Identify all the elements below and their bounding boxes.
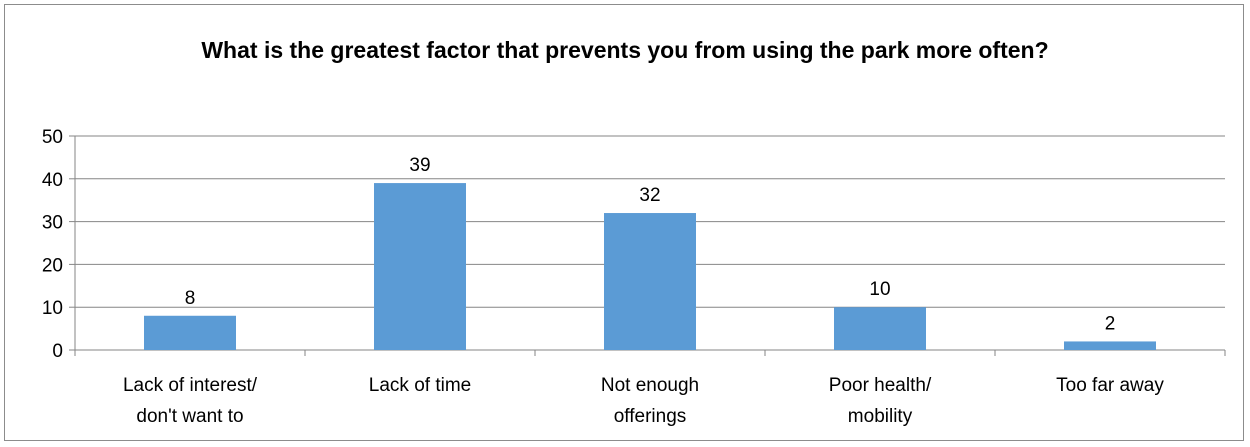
y-tick-label: 40 [42,170,63,191]
x-tick-label: Lack of interest/ [123,375,258,396]
y-tick-label: 30 [42,213,63,234]
x-tick-label: don't want to [136,406,243,427]
chart-title: What is the greatest factor that prevent… [201,37,1049,63]
x-tick-label: Poor health/ [829,375,932,396]
data-label: 8 [185,288,196,309]
y-tick-label: 10 [42,298,63,319]
data-label: 32 [639,185,660,206]
data-label: 10 [869,279,890,300]
bar [834,307,926,350]
bar [604,213,696,350]
x-tick-label: Lack of time [369,375,471,396]
data-label: 2 [1105,313,1116,334]
y-tick-label: 50 [42,127,63,148]
bar [374,183,466,350]
y-tick-label: 20 [42,255,63,276]
y-tick-label: 0 [52,341,63,362]
data-label: 39 [409,155,430,176]
bar [1064,341,1156,350]
bar [144,315,236,350]
x-tick-label: Not enough [601,375,699,396]
x-tick-label: mobility [848,406,913,427]
x-tick-label: offerings [614,406,687,427]
x-tick-label: Too far away [1056,375,1164,396]
